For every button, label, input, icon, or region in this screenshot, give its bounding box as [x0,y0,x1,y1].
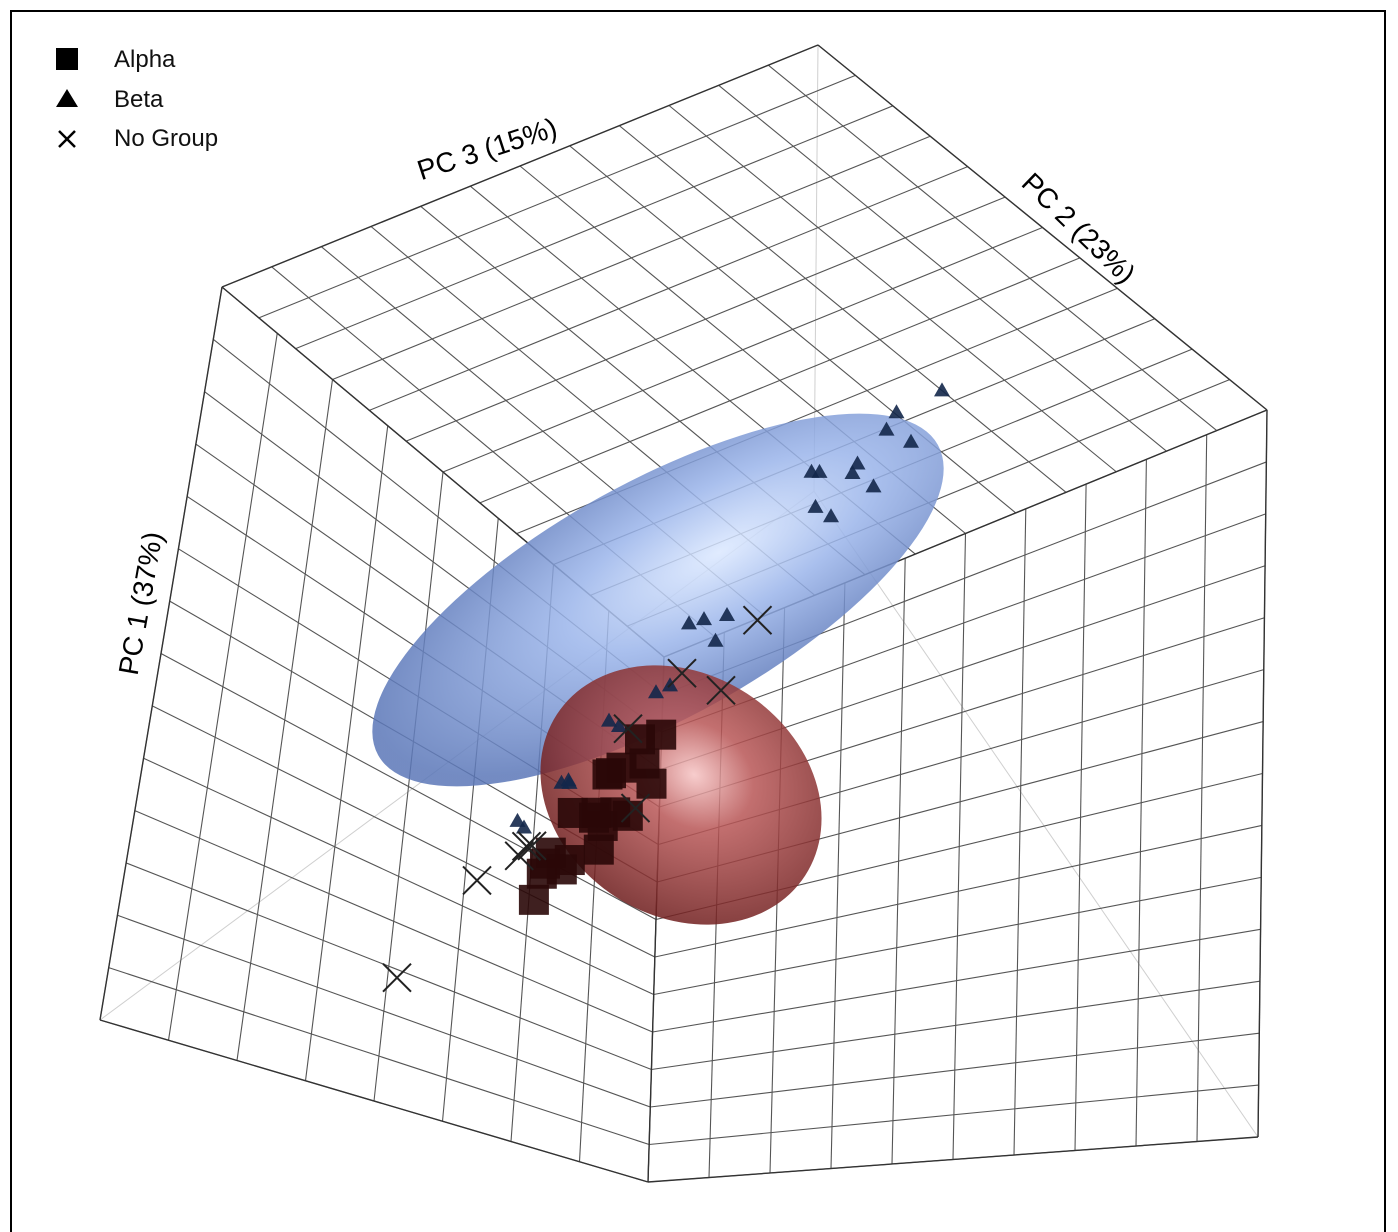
grid-line [654,824,1262,958]
alpha-point [646,719,677,750]
no-group-point [613,713,643,744]
grid-line [99,1019,649,1183]
cube-grid [99,44,1268,1183]
grid-line [647,1136,1259,1183]
grid-line [117,914,651,1108]
alpha-point [546,854,577,885]
grid-line [332,135,931,381]
pc3-axis-label: PC 3 (15%) [413,112,560,186]
no-group-point [462,865,492,896]
legend: Alpha Beta No Group [56,46,218,152]
grid-line [817,44,1268,411]
grid-line [442,226,1043,473]
grid-line [661,513,1266,733]
pc2-axis-label: PC 2 (23%) [1016,167,1142,290]
grid-line [134,810,653,1033]
beta-point [611,718,627,732]
grid-line [369,166,968,411]
grid-line [479,257,1081,504]
beta-point [811,463,828,478]
grid-line [652,928,1261,1033]
no-group-point [620,793,651,823]
beta-point [681,615,697,630]
no-group-point [742,605,773,635]
alpha-point [583,834,614,865]
legend-alpha-icon [56,48,78,70]
grid-line [653,876,1262,996]
beta-point [844,465,861,480]
legend-no-group-icon [58,130,76,148]
grid-line [108,967,650,1146]
grid-line [1257,409,1268,1138]
no-group-point [667,658,697,688]
legend-beta-icon [56,89,78,107]
legend-no-group-label: No Group [114,125,218,152]
legend-alpha-label: Alpha [114,46,176,73]
beta-point [601,712,617,727]
grid-line [125,862,652,1071]
grid-line [221,44,819,288]
beta-point [696,611,712,626]
beta-point [807,498,824,513]
beta-point [878,421,895,436]
data-markers [382,382,950,993]
beta-point [903,433,919,448]
beta-point [934,382,950,397]
grid-line [651,980,1261,1071]
alpha-point [636,768,667,799]
no-group-point [504,841,534,871]
beta-point [553,774,570,789]
grid-line [813,44,819,492]
no-group-point [511,831,542,862]
grid-line [650,1032,1260,1108]
grid-line [152,705,656,958]
beta-point [707,632,724,647]
beta-point [648,684,664,699]
legend-beta-label: Beta [114,86,164,113]
no-group-point [382,962,412,993]
no-group-point [517,831,547,861]
beta-point [888,404,905,419]
grid-line [649,1084,1259,1146]
group-ellipses [372,413,944,925]
grid-line [143,757,654,995]
grid-line [405,196,1006,442]
grid-line [813,490,1259,1138]
alpha-point [518,884,549,915]
grid-line [99,286,223,1021]
beta-point [849,455,866,470]
no-group-point [706,675,736,706]
grid-line [295,105,894,350]
grid-line [258,74,856,319]
beta-point [865,478,882,493]
beta-ellipse [372,413,944,787]
beta-point [509,812,526,827]
beta-point [719,607,735,621]
beta-point [823,508,839,523]
